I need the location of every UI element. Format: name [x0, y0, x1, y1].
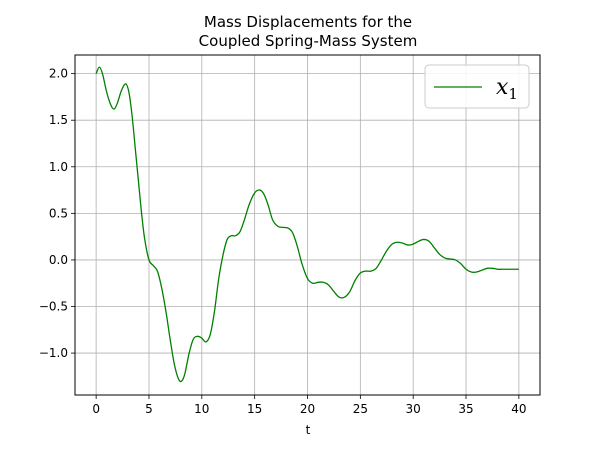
- chart-title-line-1: Mass Displacements for the: [204, 13, 412, 31]
- x-tick-label: 15: [247, 402, 262, 416]
- x-tick-label: 25: [353, 402, 368, 416]
- legend: x1: [424, 64, 530, 109]
- series-layer: [95, 66, 519, 383]
- y-axis-ticks: −1.0 −0.5 0.0 0.5 1.0 1.5 2.0: [39, 67, 75, 360]
- legend-label-x1: x1: [496, 75, 518, 103]
- legend-label-x1-sub: 1: [508, 85, 518, 103]
- x-tick-label: 0: [92, 402, 100, 416]
- y-tick-label: 0.5: [49, 206, 68, 220]
- x-tick-label: 5: [145, 402, 153, 416]
- x-tick-label: 10: [194, 402, 209, 416]
- y-tick-label: −0.5: [39, 300, 68, 314]
- x-axis-ticks: 0 5 10 15 20 25 30 35 40: [92, 395, 527, 416]
- y-tick-label: 1.0: [49, 160, 68, 174]
- y-tick-label: −1.0: [39, 346, 68, 360]
- y-tick-label: 0.0: [49, 253, 68, 267]
- x-tick-label: 20: [300, 402, 315, 416]
- legend-label-x1-base: x: [496, 75, 509, 100]
- x-axis-label: t: [306, 423, 311, 437]
- chart-title-line-2: Coupled Spring-Mass System: [199, 32, 418, 50]
- grid-lines: [75, 55, 540, 395]
- y-tick-label: 1.5: [49, 113, 68, 127]
- y-tick-label: 2.0: [49, 67, 68, 81]
- x-tick-label: 35: [458, 402, 473, 416]
- series-line-x1: [95, 66, 519, 383]
- x-tick-label: 40: [511, 402, 526, 416]
- x-tick-label: 30: [406, 402, 421, 416]
